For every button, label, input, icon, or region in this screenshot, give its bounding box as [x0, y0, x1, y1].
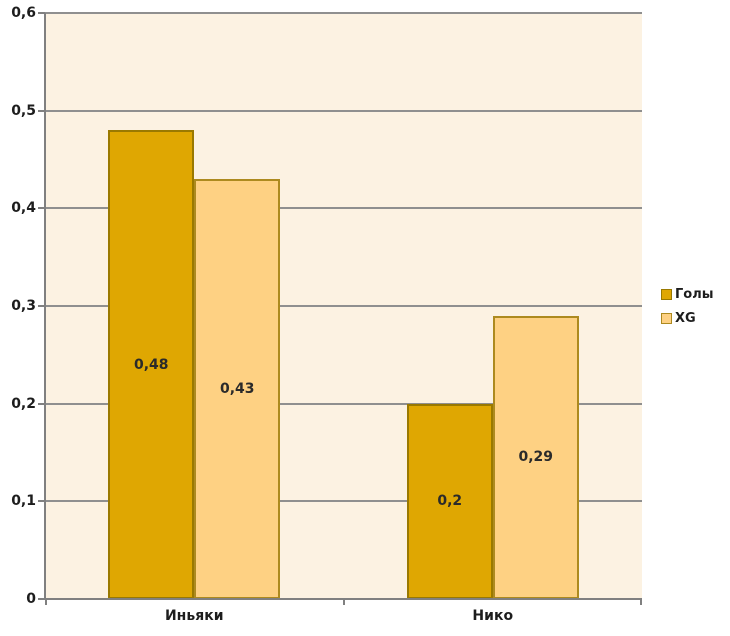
y-axis-tick-label: 0,6 — [11, 5, 36, 21]
gridline — [45, 402, 642, 405]
x-axis-tick — [342, 599, 345, 605]
x-axis-category-label: Иньяки — [164, 608, 224, 624]
legend-swatch — [661, 313, 672, 324]
legend-label: Голы — [675, 287, 714, 302]
legend-item: XG — [661, 312, 714, 325]
x-axis-tick — [640, 599, 642, 605]
y-axis-tick-label: 0 — [26, 591, 36, 607]
bar-value-label: 0,43 — [219, 381, 255, 398]
y-axis-tick — [38, 598, 45, 600]
bar — [406, 403, 493, 599]
x-axis-category-label: Нико — [472, 608, 514, 624]
y-axis-tick — [38, 12, 45, 14]
gridline — [45, 305, 642, 307]
y-axis-tick — [38, 109, 45, 112]
gridline — [45, 500, 642, 503]
y-axis-line — [44, 13, 46, 599]
bar — [108, 130, 195, 599]
x-axis-tick — [45, 599, 47, 605]
legend-swatch — [661, 289, 672, 300]
legend-item: Голы — [661, 288, 714, 301]
y-axis-tick-label: 0,2 — [11, 395, 36, 412]
y-axis-tick — [38, 500, 45, 503]
bar-value-label: 0,48 — [133, 356, 169, 373]
y-axis-tick-label: 0,4 — [11, 200, 36, 217]
y-axis-tick-label: 0,1 — [11, 493, 36, 510]
bar-value-label: 0,29 — [518, 449, 554, 466]
bar — [492, 315, 579, 599]
gridline — [45, 207, 642, 210]
bar — [194, 179, 281, 599]
y-axis-tick — [38, 207, 45, 210]
y-axis-tick-label: 0,5 — [11, 102, 36, 119]
x-axis-line — [44, 598, 642, 600]
bar-value-label: 0,2 — [437, 493, 463, 510]
gridline — [45, 12, 642, 14]
y-axis-tick — [38, 402, 45, 405]
y-axis-tick-label: 0,3 — [11, 298, 36, 314]
legend-label: XG — [675, 311, 696, 326]
y-axis-tick — [38, 305, 45, 307]
gridline — [45, 109, 642, 112]
legend: Голы XG — [661, 288, 714, 325]
